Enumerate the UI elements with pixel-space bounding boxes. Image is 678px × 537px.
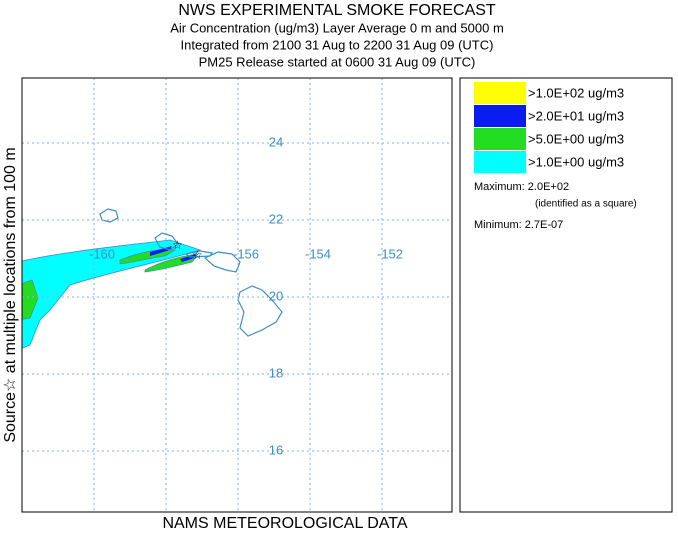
legend-maximum: Maximum: 2.0E+02	[474, 181, 569, 193]
title: NWS EXPERIMENTAL SMOKE FORECAST	[178, 2, 496, 19]
lat-label: 16	[269, 442, 283, 457]
smoke-area	[22, 279, 39, 320]
legend-label: >5.0E+00 ug/m3	[528, 131, 624, 146]
legend-label: >1.0E+00 ug/m3	[528, 154, 624, 169]
island	[203, 251, 241, 273]
island	[237, 285, 283, 337]
island	[154, 232, 179, 251]
legend-maximum-note: (identified as a square)	[535, 199, 637, 210]
map-frame	[21, 77, 453, 513]
subtitle: Integrated from 2100 31 Aug to 2200 31 A…	[181, 37, 494, 52]
legend-swatch	[474, 151, 526, 173]
legend-minimum: Minimum: 2.7E-07	[474, 219, 563, 231]
side-label: Source☆ at multiple locations from 100 m	[2, 147, 19, 442]
lat-label: 24	[269, 134, 283, 149]
lon-label: -152	[377, 246, 403, 261]
subtitle: Air Concentration (ug/m3) Layer Average …	[170, 20, 504, 35]
source-marker: ☆	[192, 248, 203, 262]
map: ☆ ☆ 24 22 20 18 16 -160 -156 -154 -152	[21, 77, 453, 513]
legend-swatch	[474, 82, 526, 104]
smoke-area	[180, 254, 196, 262]
lon-label: -160	[89, 246, 115, 261]
legend-label: >2.0E+01 ug/m3	[528, 108, 624, 123]
smoke-area	[119, 249, 177, 265]
lat-label: 22	[269, 211, 283, 226]
legend-swatch	[474, 105, 526, 127]
source-marker: ☆	[172, 238, 183, 252]
legend-label: >1.0E+02 ug/m3	[528, 85, 624, 100]
lon-label: -156	[233, 246, 259, 261]
lon-label: -154	[305, 246, 331, 261]
legend-frame	[459, 77, 673, 513]
legend-swatch	[474, 128, 526, 150]
island	[184, 250, 214, 258]
subtitle: PM25 Release started at 0600 31 Aug 09 (…	[199, 54, 476, 69]
footer: NAMS METEOROLOGICAL DATA	[162, 515, 407, 532]
lat-label: 18	[269, 365, 283, 380]
lat-label: 20	[269, 288, 283, 303]
